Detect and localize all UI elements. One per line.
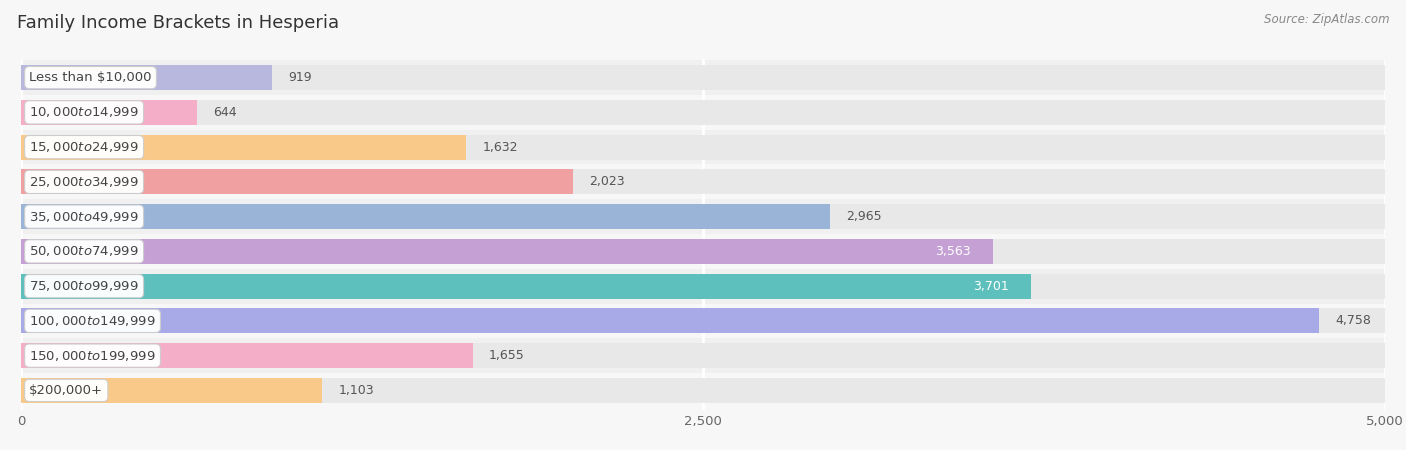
Text: 2,023: 2,023 (589, 176, 624, 189)
FancyBboxPatch shape (21, 60, 1385, 95)
Text: 1,655: 1,655 (489, 349, 524, 362)
Text: $100,000 to $149,999: $100,000 to $149,999 (30, 314, 156, 328)
Text: 2,965: 2,965 (846, 210, 882, 223)
Bar (21, 308, 1385, 333)
Text: 1,632: 1,632 (482, 140, 517, 153)
Bar (21, 343, 1385, 368)
FancyBboxPatch shape (21, 165, 1385, 199)
Text: $200,000+: $200,000+ (30, 384, 103, 397)
FancyBboxPatch shape (21, 303, 1385, 338)
Text: $25,000 to $34,999: $25,000 to $34,999 (30, 175, 139, 189)
Text: $75,000 to $99,999: $75,000 to $99,999 (30, 279, 139, 293)
Text: 3,563: 3,563 (935, 245, 972, 258)
Bar (21, 274, 1385, 299)
Bar (21, 343, 472, 368)
Text: $15,000 to $24,999: $15,000 to $24,999 (30, 140, 139, 154)
Text: Family Income Brackets in Hesperia: Family Income Brackets in Hesperia (17, 14, 339, 32)
FancyBboxPatch shape (21, 373, 1385, 408)
Bar (21, 204, 1385, 229)
Text: Source: ZipAtlas.com: Source: ZipAtlas.com (1264, 14, 1389, 27)
FancyBboxPatch shape (21, 130, 1385, 165)
Bar (21, 135, 1385, 160)
Bar (21, 169, 572, 194)
Bar (21, 274, 1031, 299)
Bar (21, 169, 1385, 194)
FancyBboxPatch shape (21, 95, 1385, 130)
Text: 4,758: 4,758 (1336, 315, 1371, 328)
Bar (21, 65, 271, 90)
FancyBboxPatch shape (21, 234, 1385, 269)
FancyBboxPatch shape (21, 338, 1385, 373)
Bar (21, 100, 1385, 125)
Bar (21, 65, 1385, 90)
Text: 919: 919 (288, 71, 312, 84)
Text: $10,000 to $14,999: $10,000 to $14,999 (30, 105, 139, 119)
Bar (21, 204, 830, 229)
Text: 3,701: 3,701 (973, 279, 1008, 292)
Text: 1,103: 1,103 (339, 384, 374, 397)
Text: $50,000 to $74,999: $50,000 to $74,999 (30, 244, 139, 258)
Bar (21, 239, 993, 264)
Bar (21, 100, 197, 125)
FancyBboxPatch shape (21, 269, 1385, 303)
Bar (21, 378, 322, 403)
Bar (21, 308, 1319, 333)
Text: Less than $10,000: Less than $10,000 (30, 71, 152, 84)
Bar (21, 135, 467, 160)
FancyBboxPatch shape (21, 199, 1385, 234)
Text: $35,000 to $49,999: $35,000 to $49,999 (30, 210, 139, 224)
Text: 644: 644 (214, 106, 236, 119)
Text: $150,000 to $199,999: $150,000 to $199,999 (30, 349, 156, 363)
Bar (21, 239, 1385, 264)
Bar (21, 378, 1385, 403)
